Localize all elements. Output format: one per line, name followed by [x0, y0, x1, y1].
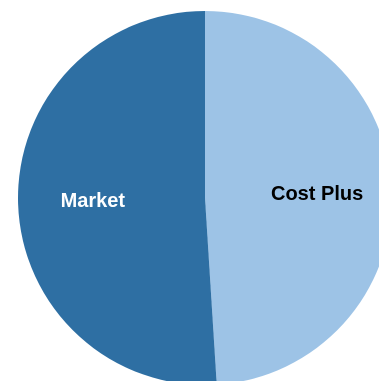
pie-label-market: Market	[61, 190, 126, 212]
pie-slices	[18, 11, 379, 385]
pie-slice-cost-plus	[205, 11, 379, 385]
pie-label-cost-plus: Cost Plus	[271, 183, 363, 205]
pie-labels: Cost Plus Market	[61, 183, 364, 212]
pie-slice-market	[18, 11, 217, 385]
